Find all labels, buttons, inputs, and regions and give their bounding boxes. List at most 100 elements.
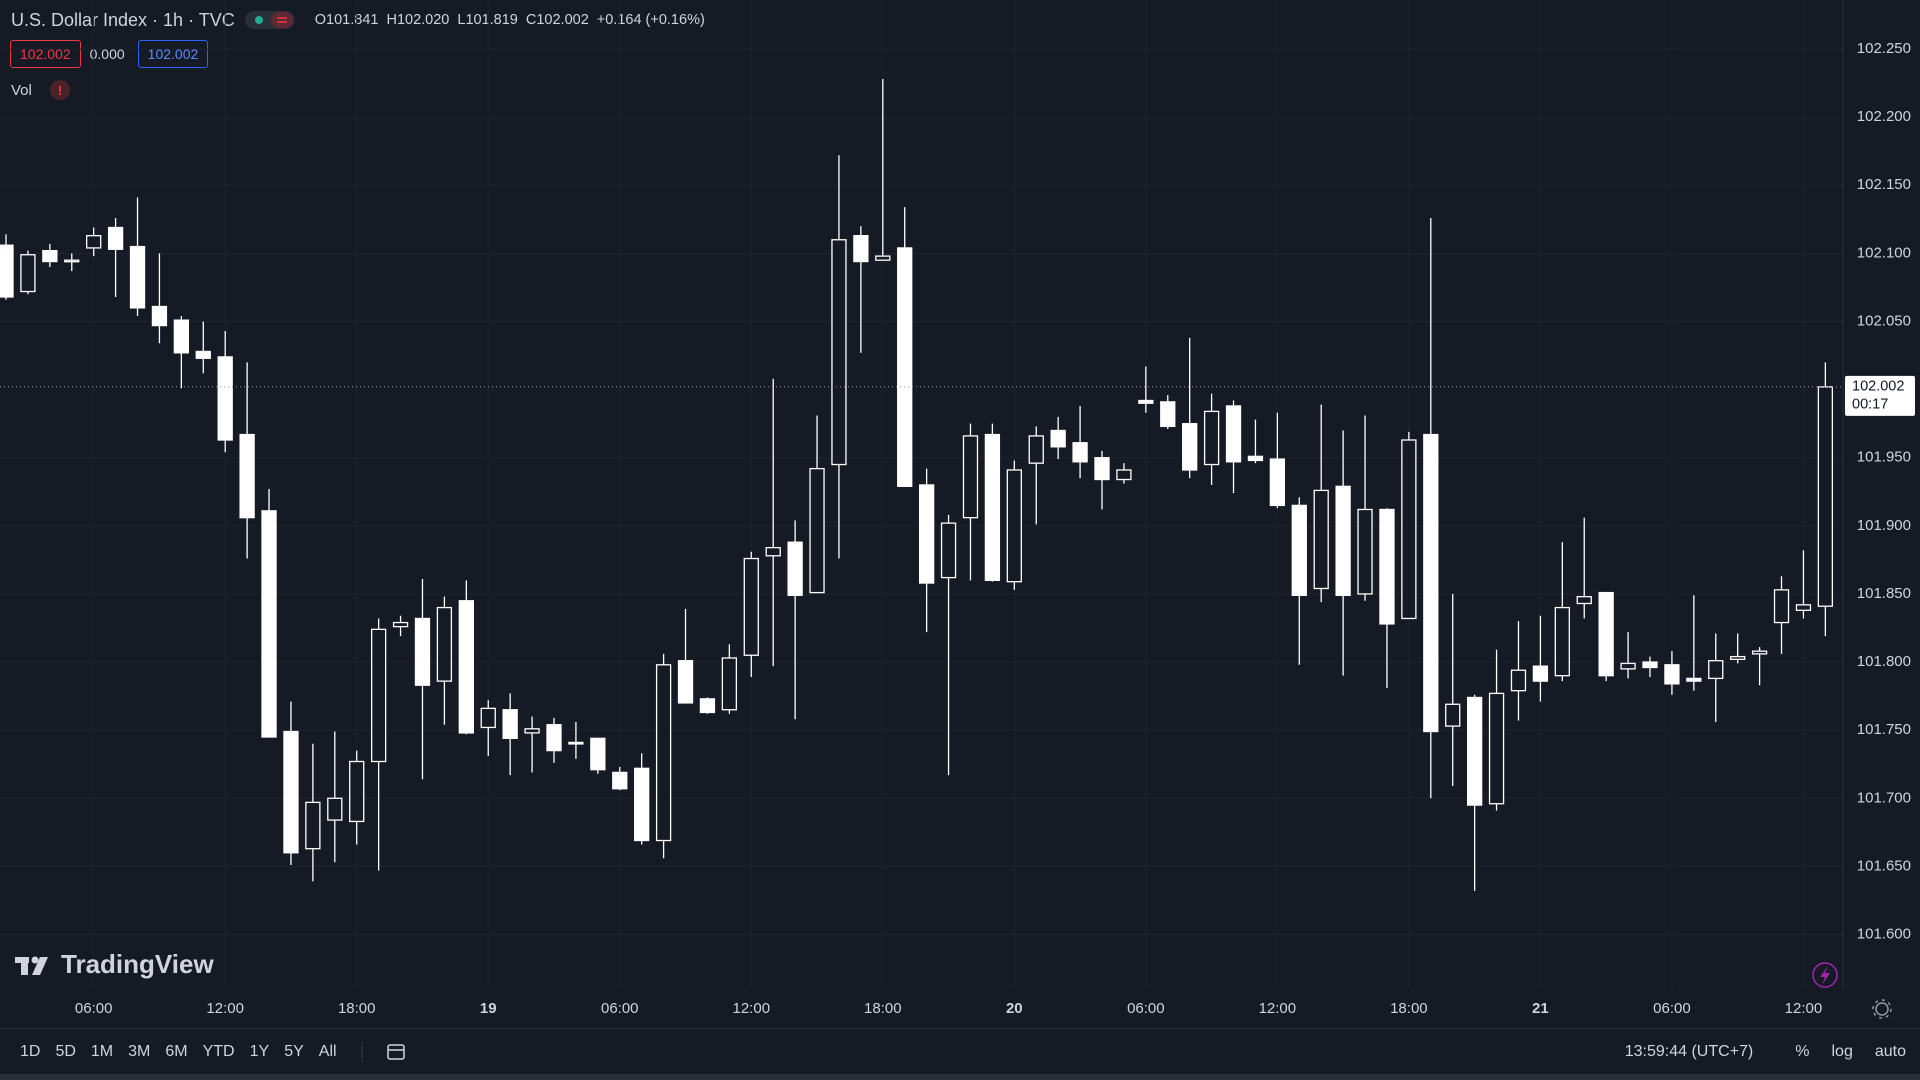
indicator-name[interactable]: Vol [11,81,32,99]
range-button[interactable]: 1D [20,1043,41,1060]
ohlc-value: 102.002 [536,12,589,28]
candle-body [414,617,431,686]
x-tick-label: 06:00 [75,1000,113,1017]
range-button[interactable]: All [318,1043,337,1060]
x-tick-label: 06:00 [1653,1000,1691,1017]
last-price-label: 102.002 [1852,379,1904,395]
candle-body [699,698,716,714]
candle-body [1532,665,1549,682]
symbol-title: U.S. Dollar Index · 1h · TVC [11,9,235,30]
candle-body [721,657,738,711]
bid[interactable]: 102.002 [10,40,81,68]
ohlc-value: 101.819 [465,12,518,28]
candle-body [918,484,935,584]
header: U.S. Dollar Index · 1h · TVC O101.841 H1… [11,9,705,31]
scale-option[interactable]: auto [1874,1043,1906,1060]
range-button[interactable]: 6M [165,1043,188,1060]
x-tick-label: 20 [1006,1000,1023,1017]
candle-body [743,557,759,656]
candle-body [20,254,36,293]
candle-body [809,467,825,594]
candle-body [1335,485,1351,596]
candle-body [787,541,803,596]
range-button[interactable]: 1M [90,1043,114,1060]
candle-body [86,235,102,249]
clock[interactable]: 13:59:44 (UTC+7) [1624,1043,1754,1060]
volume-indicator: Vol ! [11,80,70,100]
candle-body [1686,677,1702,682]
candle-body [962,435,979,519]
candle-body [634,767,650,842]
candle-body [107,226,124,250]
bottom-strip [0,1074,1920,1080]
candle-body [1488,692,1505,805]
range-button[interactable]: YTD [202,1043,235,1060]
ohlc-item: H102.020 [386,12,449,28]
candle-body [0,244,14,298]
ohlc-item: O101.841 [315,12,379,28]
candle-body [217,356,233,441]
y-tick-label: 101.750 [1857,721,1911,738]
ohlc-value: 102.020 [396,12,450,28]
ohlc-key: C [525,12,537,28]
candle-body [1576,596,1592,605]
candle-body [940,522,957,579]
x-tick-label: 18:00 [864,1000,902,1017]
y-tick-label: 101.850 [1857,585,1911,602]
candle-body [1028,435,1044,464]
y-tick-label: 101.900 [1857,517,1911,534]
ohlc-value: 101.841 [326,12,379,28]
range-button[interactable]: 1Y [249,1043,270,1060]
x-tick-label: 12:00 [206,1000,244,1017]
candle-body [1313,489,1329,590]
x-tick-label: 06:00 [601,1000,639,1017]
scale-option[interactable]: % [1795,1043,1810,1060]
settings-gear[interactable] [1872,999,1892,1019]
lightning-button[interactable] [1812,962,1838,988]
candle-body [1182,423,1198,471]
x-tick-label: 19 [480,1000,497,1017]
indicator-alert[interactable]: ! [49,80,70,100]
plot: 101.600 101.650 101.700 101.750 101.800 101.8… [0,0,1915,1017]
candle-body [1225,405,1242,463]
candle-body [151,305,168,327]
ask[interactable]: 102.002 [137,40,209,68]
candle-body [1795,604,1812,611]
candle-body [458,600,474,734]
candle-body [853,235,869,263]
candle-body [1642,661,1658,669]
ohlc-legend: O101.841 H102.020 L101.819 C102.002 +0.1… [315,12,705,28]
candle-body [612,771,628,790]
ohlc-key: H [386,12,397,28]
candle-body [1730,655,1746,660]
candle-body [1445,703,1461,727]
candle-body [480,707,496,729]
scale-option[interactable]: log [1831,1043,1853,1060]
candle-body [42,250,58,263]
last-price-box [1845,375,1915,416]
y-tick-label: 101.650 [1857,857,1911,874]
candle-body [392,621,409,628]
y-tick-label: 101.700 [1857,789,1911,806]
date-range-button[interactable] [361,1039,407,1065]
bottom-toolbar: 1D 5D 1M 3M 6M YTD 1Y 5Y All 13:59:44 (U… [0,1028,1920,1075]
candle-body [1664,664,1680,685]
y-tick-label: 101.800 [1857,653,1911,670]
candle-body [305,801,321,850]
candle-body [524,728,540,734]
logo-text: TradingView [61,949,214,979]
x-tick-label: 12:00 [1785,1000,1823,1017]
y-tick-label: 102.200 [1857,108,1911,125]
x-tick-label: 12:00 [1259,1000,1297,1017]
candle-body [831,239,847,466]
range-button[interactable]: 5Y [284,1043,304,1060]
candle-body [1554,606,1570,677]
x-tick-label: 18:00 [338,1000,376,1017]
y-tick-label: 102.100 [1857,244,1911,261]
range-button[interactable]: 5D [55,1043,76,1060]
range-button[interactable]: 3M [128,1043,151,1060]
candle-body [1773,589,1790,624]
candle-body [1247,455,1264,462]
ohlc-key: L [457,12,466,28]
candle-body [1598,591,1614,677]
